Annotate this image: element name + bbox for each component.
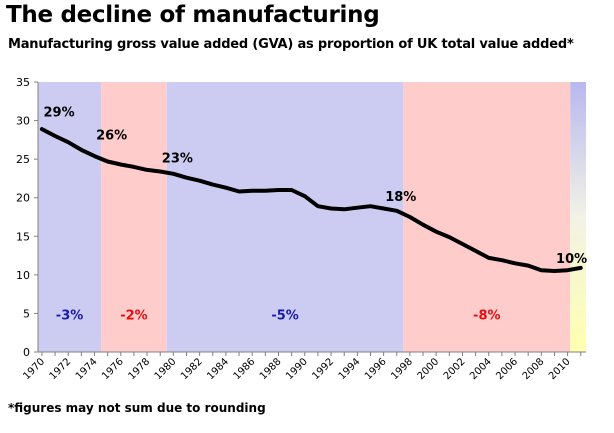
value-annotation: 10% [556, 252, 587, 267]
x-tick-label: 1982 [179, 356, 205, 382]
value-annotation: 18% [385, 190, 416, 205]
x-tick-label: 2006 [494, 356, 520, 382]
chart-title: The decline of manufacturing [6, 2, 380, 28]
footnote: *figures may not sum due to rounding [8, 401, 266, 415]
x-tick-label: 2008 [521, 356, 547, 382]
period-band-2 [101, 82, 167, 352]
y-tick-label: 35 [16, 76, 30, 89]
x-tick-label: 1976 [100, 356, 126, 382]
period-band-4 [403, 82, 571, 352]
chart-subtitle: Manufacturing gross value added (GVA) as… [8, 37, 574, 52]
y-tick-label: 25 [16, 153, 30, 166]
period-change-label: -5% [271, 309, 298, 324]
y-tick-label: 30 [16, 115, 30, 128]
x-tick-label: 1998 [389, 356, 415, 382]
y-tick-label: 10 [16, 269, 30, 282]
period-band-5 [570, 82, 586, 352]
x-tick-label: 1994 [337, 356, 363, 382]
x-tick-label: 1984 [205, 356, 231, 382]
period-band-1 [38, 82, 102, 352]
series-line [39, 127, 583, 273]
x-tick-label: 2004 [468, 356, 494, 382]
x-tick-label: 1996 [363, 356, 389, 382]
y-tick-label: 15 [16, 230, 30, 243]
period-bands [38, 82, 586, 352]
value-annotation: 23% [162, 152, 193, 167]
period-band-3 [166, 82, 404, 352]
x-tick-label: 2000 [416, 356, 442, 382]
x-tick-label: 1990 [284, 356, 310, 382]
value-annotation: 26% [96, 128, 127, 143]
x-tick-label: 1974 [74, 356, 100, 382]
value-annotation: 29% [44, 105, 75, 120]
x-tick-label: 2010 [547, 356, 573, 382]
y-tick-label: 20 [16, 192, 30, 205]
manufacturing-gva-line [39, 127, 583, 273]
period-change-label: -2% [120, 309, 147, 324]
period-change-label: -8% [473, 309, 500, 324]
x-tick-label: 2002 [442, 356, 468, 382]
x-tick-label: 1972 [48, 356, 74, 382]
period-change-label: -3% [56, 309, 83, 324]
x-tick-label: 1970 [21, 356, 47, 382]
y-tick-label: 5 [23, 307, 30, 320]
value-annotations: 29% 26% 23% 18% 10% [44, 105, 588, 267]
x-tick-label: 1986 [232, 356, 258, 382]
x-tick-label: 1992 [310, 356, 336, 382]
x-tick-label: 1978 [126, 356, 152, 382]
y-tick-label: 0 [23, 346, 30, 359]
period-change-labels: -3% -2% -5% -8% [56, 309, 501, 324]
x-tick-label: 1988 [258, 356, 284, 382]
x-tick-label: 1980 [153, 356, 179, 382]
